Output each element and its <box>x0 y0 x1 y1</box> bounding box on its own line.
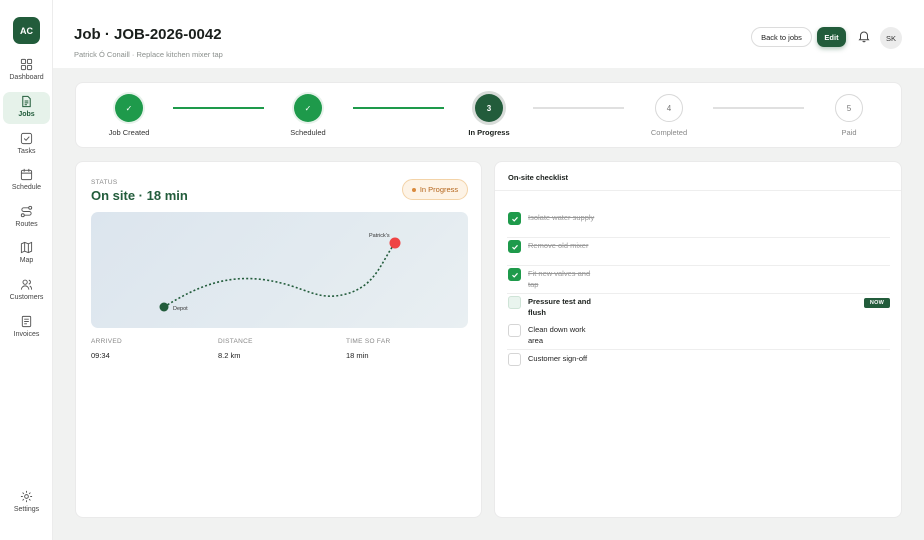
step-paid-marker: 5 <box>835 94 863 122</box>
step-job-created-marker: ✓ <box>115 94 143 122</box>
step-paid-label: Paid <box>841 128 857 137</box>
step-connector <box>713 107 804 109</box>
step-job-created-label: Job Created <box>108 128 150 137</box>
sidebar-item-schedule[interactable]: Schedule <box>3 165 50 197</box>
sidebar-item-routes[interactable]: Routes <box>3 202 50 234</box>
time-so-far-value: 18 min <box>346 351 369 360</box>
destination-label: Patrick's <box>369 233 390 239</box>
sidebar-item-label: Tasks <box>17 148 36 155</box>
sidebar: AC Dashboard Jobs Tasks Schedule Routes … <box>0 0 53 540</box>
step-connector <box>353 107 444 109</box>
checklist-item-label: Pressure test and flush <box>528 297 591 317</box>
checkbox-checked[interactable] <box>508 268 521 281</box>
avatar[interactable]: SK <box>880 27 902 49</box>
sidebar-item-settings[interactable]: Settings <box>3 487 50 519</box>
distance-value: 8.2 km <box>218 351 241 360</box>
bell-icon[interactable] <box>857 29 871 43</box>
sidebar-item-label: Settings <box>13 506 40 513</box>
check-icon <box>511 272 518 278</box>
checklist-item[interactable]: Remove old mixer <box>507 238 890 266</box>
sidebar-item-customers[interactable]: Customers <box>3 275 50 307</box>
checkbox-unchecked[interactable] <box>508 353 521 366</box>
destination-marker <box>389 237 401 249</box>
checklist-item[interactable]: Isolate water supply <box>507 210 890 238</box>
checklist-item-label: Clean down work area <box>528 325 586 345</box>
step-completed-label: Completed <box>650 128 688 137</box>
checklist-item-label: Customer sign-off <box>528 354 588 363</box>
routes-icon <box>20 205 33 218</box>
tasks-icon <box>20 132 33 145</box>
checklist-title: On-site checklist <box>508 173 569 182</box>
sidebar-item-label: Invoices <box>13 331 40 338</box>
depot-marker <box>159 302 169 312</box>
sidebar-item-invoices[interactable]: Invoices <box>3 312 50 344</box>
checkbox-unchecked[interactable] <box>508 324 521 337</box>
page-header: Job · JOB-2026-0042 Patrick Ó Conaill · … <box>53 0 924 68</box>
dashboard-icon <box>20 58 33 71</box>
gear-icon <box>20 490 33 503</box>
sidebar-item-dashboard[interactable]: Dashboard <box>3 55 50 87</box>
checklist-card: On-site checklist Isolate water supply R… <box>494 161 902 518</box>
invoices-icon <box>21 315 32 328</box>
step-in-progress-label: In Progress <box>468 128 510 137</box>
checkbox-checked[interactable] <box>508 212 521 225</box>
sidebar-item-label: Customers <box>9 294 44 301</box>
jobs-icon <box>22 95 31 108</box>
page-subtitle: Patrick Ó Conaill · Replace kitchen mixe… <box>74 50 223 59</box>
now-badge: NOW <box>864 298 890 308</box>
divider <box>495 190 901 191</box>
status-card: STATUS On site · 18 min In Progress Depo… <box>75 161 482 518</box>
calendar-icon <box>20 168 33 181</box>
time-so-far-label: TIME SO FAR <box>346 338 391 345</box>
sidebar-item-label: Dashboard <box>9 74 44 81</box>
status-badge: In Progress <box>402 179 468 200</box>
route-map-canvas <box>159 237 401 312</box>
sidebar-item-label: Schedule <box>11 184 42 191</box>
step-completed-marker: 4 <box>655 94 683 122</box>
step-scheduled-label: Scheduled <box>290 128 326 137</box>
sidebar-item-label: Routes <box>15 221 38 228</box>
check-icon <box>511 244 518 250</box>
route-path <box>163 242 396 308</box>
page-title: Job · JOB-2026-0042 <box>74 26 222 43</box>
status-value: On site · 18 min <box>91 188 188 203</box>
job-progress-stepper: ✓ Job Created ✓ Scheduled 3 In Progress … <box>75 82 902 148</box>
sidebar-item-jobs[interactable]: Jobs <box>3 92 50 124</box>
checklist-item[interactable]: Customer sign-off <box>507 351 890 379</box>
sidebar-item-tasks[interactable]: Tasks <box>3 129 50 161</box>
status-dot-icon <box>411 187 416 192</box>
checklist-item-label: Remove old mixer <box>528 241 589 250</box>
step-connector <box>533 107 624 109</box>
back-to-jobs-button[interactable]: Back to jobs <box>751 27 812 47</box>
route-map[interactable]: Depot Patrick's <box>91 212 468 328</box>
customers-icon <box>20 279 33 290</box>
status-badge-label: In Progress <box>419 185 459 194</box>
checkbox-unchecked[interactable] <box>508 296 521 309</box>
check-icon <box>511 216 518 222</box>
sidebar-item-map[interactable]: Map <box>3 238 50 270</box>
edit-button[interactable]: Edit <box>817 27 846 47</box>
step-in-progress-marker: 3 <box>475 94 503 122</box>
checklist-item-label: Fit new valves and tap <box>528 269 591 289</box>
step-scheduled-marker: ✓ <box>294 94 322 122</box>
checklist-item-current[interactable]: Pressure test and flush NOW <box>507 294 890 322</box>
sidebar-item-label: Map <box>19 257 34 264</box>
status-caption: STATUS <box>91 179 118 186</box>
checkbox-checked[interactable] <box>508 240 521 253</box>
sidebar-item-label: Jobs <box>18 111 35 118</box>
arrived-label: ARRIVED <box>91 338 122 345</box>
checklist-item[interactable]: Fit new valves and tap <box>507 266 890 294</box>
map-icon <box>20 241 33 254</box>
arrived-value: 09:34 <box>91 351 110 360</box>
checklist-item-label: Isolate water supply <box>528 213 595 222</box>
checklist-item[interactable]: Clean down work area <box>507 322 890 350</box>
app-logo[interactable]: AC <box>13 17 40 44</box>
depot-label: Depot <box>173 306 188 312</box>
distance-label: DISTANCE <box>218 338 253 345</box>
step-connector <box>173 107 264 109</box>
